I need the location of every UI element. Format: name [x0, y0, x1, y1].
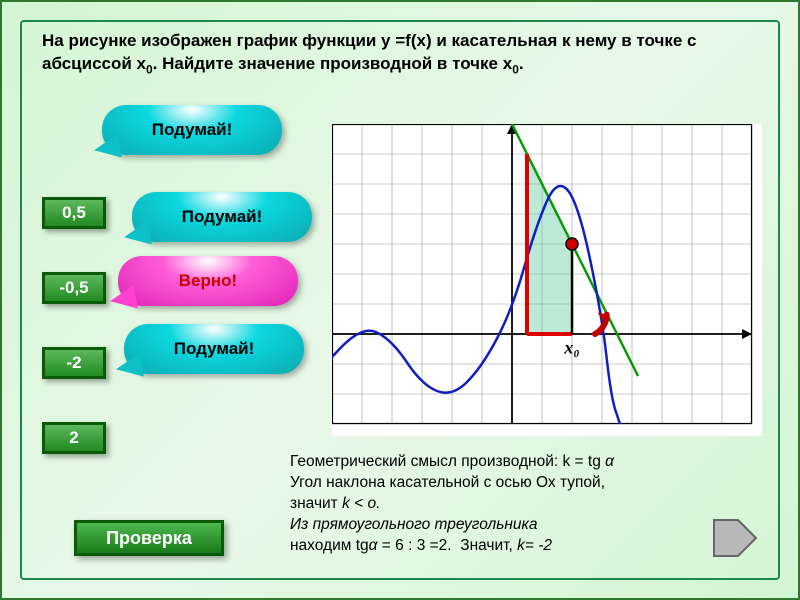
explanation-text: Геометрический смысл производной: k = tg… — [290, 452, 698, 557]
correct-bubble: Верно! — [118, 256, 298, 306]
hint-bubble: Подумай! — [102, 105, 282, 155]
answer-button[interactable]: -0,5 — [42, 272, 106, 304]
function-chart: x₀ — [332, 124, 762, 436]
question-text: На рисунке изображен график функции y =f… — [42, 30, 758, 77]
next-arrow-button[interactable] — [712, 518, 758, 558]
answer-button[interactable]: 2 — [42, 422, 106, 454]
hint-bubble: Подумай! — [132, 192, 312, 242]
answer-button[interactable]: 0,5 — [42, 197, 106, 229]
check-button[interactable]: Проверка — [74, 520, 224, 556]
svg-text:x₀: x₀ — [563, 338, 579, 358]
answer-button[interactable]: -2 — [42, 347, 106, 379]
hint-bubble: Подумай! — [124, 324, 304, 374]
